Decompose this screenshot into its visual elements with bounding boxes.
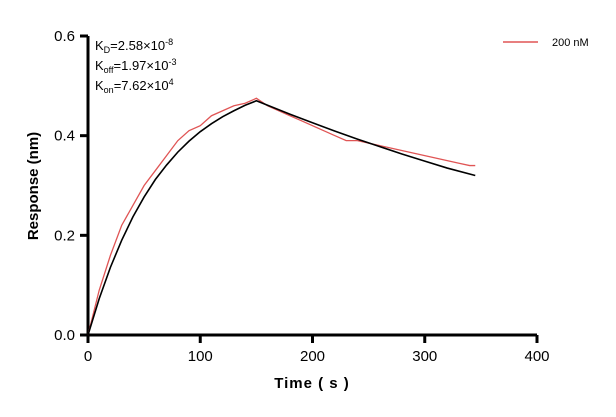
- x-tick-label: 100: [188, 348, 213, 365]
- x-tick-label: 0: [84, 348, 92, 365]
- series-line-raw: [87, 97, 476, 336]
- series-line-fit: [87, 99, 476, 336]
- y-tick-label: 0.0: [54, 327, 75, 344]
- y-tick-label: 0.2: [54, 227, 75, 244]
- legend-label: 200 nM: [552, 37, 589, 49]
- x-tick-label: 300: [412, 348, 437, 365]
- x-axis-label: Time ( s ): [274, 375, 350, 392]
- kinetic-annotation: Koff=1.97×10-3: [95, 57, 176, 75]
- y-axis-label: Response (nm): [25, 132, 42, 240]
- x-tick-label: 200: [300, 348, 325, 365]
- y-tick-label: 0.6: [54, 28, 75, 45]
- kinetic-annotation: Kon=7.62×104: [95, 77, 174, 95]
- kinetic-annotation: KD=2.58×10-8: [95, 37, 173, 55]
- y-tick-label: 0.4: [54, 128, 75, 145]
- x-tick-label: 400: [524, 348, 549, 365]
- legend: 200 nM: [503, 37, 589, 49]
